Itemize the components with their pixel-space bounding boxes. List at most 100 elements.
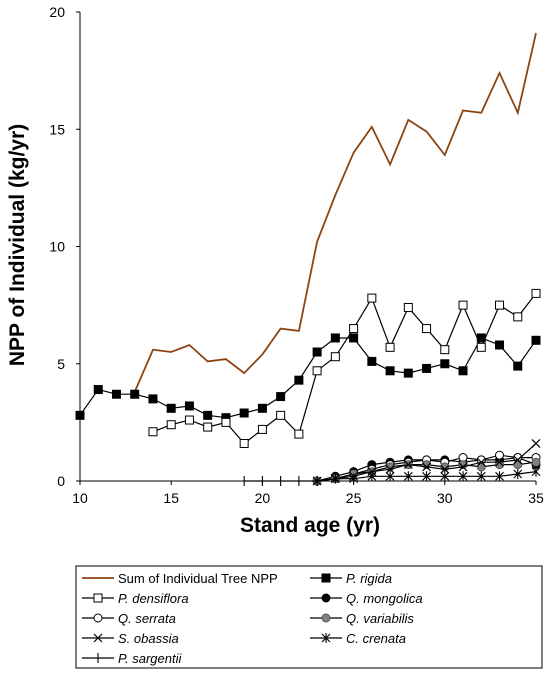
data-point (403, 302, 413, 312)
legend-marker (93, 613, 103, 623)
data-point (403, 471, 413, 482)
legend-marker (93, 653, 103, 663)
data-point (513, 361, 523, 371)
data-point (148, 394, 158, 404)
legend-item: P. sargentii (82, 651, 182, 666)
data-point (385, 342, 395, 352)
legend-item: C. crenata (310, 631, 406, 646)
data-point (385, 464, 395, 474)
data-point (221, 417, 231, 427)
axes: 0 5 10 15 20 10 15 20 25 30 35 (49, 4, 544, 506)
data-point (93, 385, 103, 395)
data-point (422, 324, 432, 334)
data-point (349, 333, 359, 343)
legend-label: P. densiflora (118, 591, 189, 606)
data-point (458, 300, 468, 310)
data-point (257, 424, 267, 434)
plot-area (75, 32, 541, 486)
data-point (476, 462, 486, 472)
data-point (513, 312, 523, 322)
data-point (203, 410, 213, 420)
data-point (239, 408, 249, 418)
series-3 (148, 288, 541, 448)
legend-item: S. obassia (82, 631, 179, 646)
data-point (294, 429, 304, 439)
legend-item: P. rigida (310, 571, 392, 586)
data-point (476, 457, 486, 467)
data-point (184, 401, 194, 411)
data-point (440, 345, 450, 355)
legend-label: S. obassia (118, 631, 179, 646)
data-point (367, 356, 377, 366)
series-2 (75, 333, 541, 423)
series-1 (133, 32, 537, 393)
data-point (111, 389, 121, 399)
data-point (458, 462, 468, 472)
data-point (422, 363, 432, 373)
data-point (148, 427, 158, 437)
legend-item: Q. mongolica (310, 591, 423, 606)
data-point (349, 324, 359, 334)
legend-label: Q. variabilis (346, 611, 414, 626)
data-point (531, 335, 541, 345)
data-point (513, 455, 523, 465)
legend-marker (321, 573, 331, 583)
data-point (312, 366, 322, 376)
data-point (184, 415, 194, 425)
data-point (257, 403, 267, 413)
x-tick-label: 15 (163, 490, 179, 506)
data-point (422, 471, 431, 482)
x-tick-label: 20 (255, 490, 271, 506)
series-line (79, 337, 537, 419)
data-point (403, 460, 413, 470)
legend-marker (321, 633, 331, 643)
data-point (367, 293, 377, 303)
legend-item: Q. serrata (82, 611, 176, 626)
series-8 (312, 466, 541, 486)
data-point (403, 368, 413, 378)
legend-label: Sum of Individual Tree NPP (118, 571, 278, 586)
data-point (166, 420, 176, 430)
legend-marker (93, 593, 103, 603)
data-point (495, 340, 505, 350)
y-tick-label: 15 (49, 121, 65, 137)
series-line (133, 32, 537, 393)
legend-marker (93, 633, 103, 643)
data-point (531, 466, 541, 477)
legend-marker (321, 593, 331, 603)
legend-label: Q. mongolica (346, 591, 423, 606)
data-point (495, 300, 505, 310)
series-line (152, 293, 537, 445)
y-tick-label: 10 (49, 239, 65, 255)
data-point (130, 389, 140, 399)
x-tick-label: 30 (437, 490, 453, 506)
y-tick-label: 5 (57, 356, 65, 372)
x-tick-label: 10 (72, 490, 88, 506)
data-point (330, 333, 340, 343)
data-point (294, 375, 304, 385)
y-tick-label: 20 (49, 4, 65, 20)
x-tick-label: 35 (528, 490, 544, 506)
data-point (513, 468, 523, 479)
data-point (458, 471, 468, 482)
data-point (367, 471, 377, 482)
data-point (276, 392, 286, 402)
data-point (385, 471, 395, 482)
data-point (495, 471, 504, 482)
legend-item: Q. variabilis (310, 611, 414, 626)
data-point (203, 422, 213, 432)
data-point (458, 366, 468, 376)
legend-marker (321, 613, 331, 623)
data-point (239, 438, 249, 448)
data-point (312, 347, 322, 357)
data-point (440, 464, 450, 474)
legend-item: Sum of Individual Tree NPP (82, 571, 278, 586)
data-point (531, 457, 541, 467)
data-point (422, 462, 431, 472)
legend-label: P. sargentii (118, 651, 182, 666)
legend-label: P. rigida (346, 571, 392, 586)
legend-item: P. densiflora (82, 591, 189, 606)
data-point (531, 439, 541, 448)
data-point (440, 359, 450, 369)
